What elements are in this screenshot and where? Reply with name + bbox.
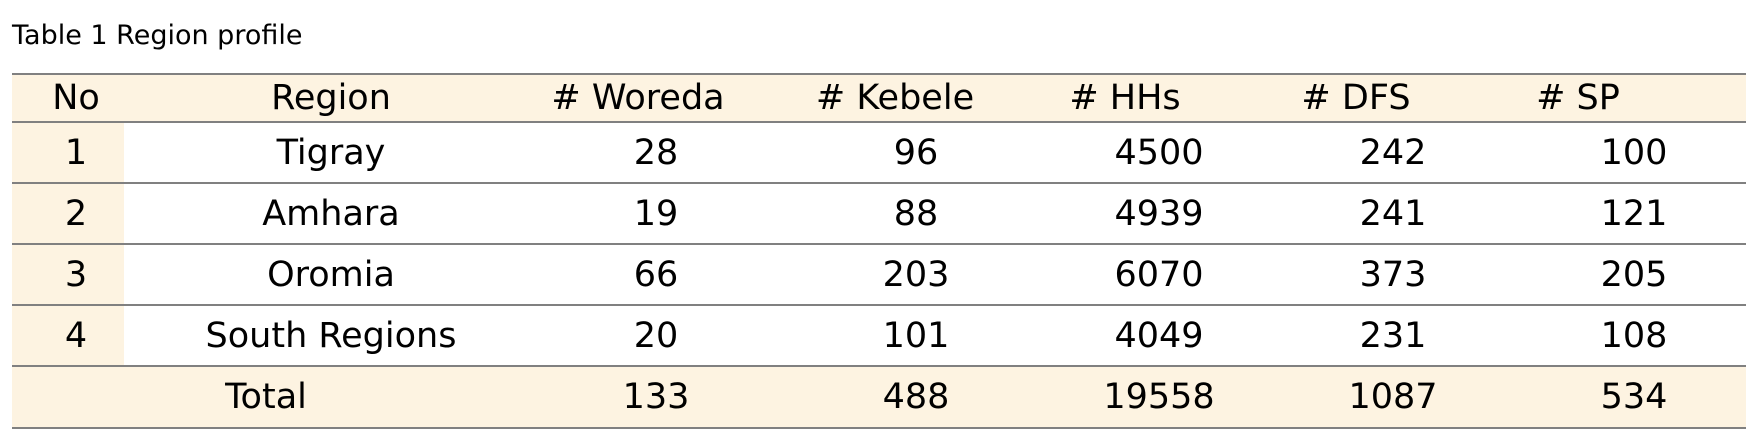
- cell-dfs: 241: [1359, 193, 1427, 234]
- region-profile-table: No Region # Woreda # Kebele # HHs # DFS …: [12, 73, 1746, 429]
- cell-kebele: 96: [893, 132, 939, 173]
- cell-hhs: 6070: [1114, 254, 1204, 295]
- cell-no: 4: [64, 315, 88, 356]
- total-row: Total 133 488 19558 1087 534: [12, 367, 1746, 429]
- total-dfs: 1087: [1348, 377, 1438, 417]
- no-column-shading: [12, 184, 124, 243]
- table-row: 3 Oromia 66 203 6070 373 205: [12, 245, 1746, 306]
- table-row: 1 Tigray 28 96 4500 242 100: [12, 123, 1746, 184]
- cell-kebele: 88: [893, 193, 939, 234]
- header-no: No: [52, 78, 100, 118]
- cell-sp: 100: [1600, 132, 1668, 173]
- header-woreda: # Woreda: [551, 78, 725, 118]
- cell-region: Amhara: [262, 193, 400, 234]
- header-dfs: # DFS: [1301, 78, 1411, 118]
- no-column-shading: [12, 123, 124, 182]
- cell-kebele: 203: [882, 254, 950, 295]
- cell-woreda: 66: [633, 254, 679, 295]
- header-sp: # SP: [1536, 78, 1620, 118]
- total-sp: 534: [1600, 377, 1668, 417]
- no-column-shading: [12, 245, 124, 304]
- cell-sp: 205: [1600, 254, 1668, 295]
- cell-woreda: 19: [633, 193, 679, 234]
- cell-dfs: 231: [1359, 315, 1427, 356]
- cell-woreda: 20: [633, 315, 679, 356]
- cell-woreda: 28: [633, 132, 679, 173]
- cell-hhs: 4939: [1114, 193, 1204, 234]
- total-kebele: 488: [882, 377, 950, 417]
- header-kebele: # Kebele: [815, 78, 975, 118]
- cell-no: 2: [64, 193, 88, 234]
- cell-sp: 121: [1600, 193, 1668, 234]
- cell-no: 1: [64, 132, 88, 173]
- cell-region: South Regions: [205, 315, 457, 356]
- table-row: 2 Amhara 19 88 4939 241 121: [12, 184, 1746, 245]
- header-row: No Region # Woreda # Kebele # HHs # DFS …: [12, 75, 1746, 123]
- header-region: Region: [271, 78, 391, 118]
- cell-kebele: 101: [882, 315, 950, 356]
- table-row: 4 South Regions 20 101 4049 231 108: [12, 306, 1746, 367]
- cell-hhs: 4500: [1114, 132, 1204, 173]
- total-woreda: 133: [622, 377, 690, 417]
- header-hhs: # HHs: [1069, 78, 1181, 118]
- cell-no: 3: [64, 254, 88, 295]
- table-caption: Table 1 Region profile: [12, 20, 303, 51]
- cell-sp: 108: [1600, 315, 1668, 356]
- cell-dfs: 242: [1359, 132, 1427, 173]
- cell-region: Oromia: [267, 254, 395, 295]
- cell-dfs: 373: [1359, 254, 1427, 295]
- no-column-shading: [12, 306, 124, 365]
- cell-hhs: 4049: [1114, 315, 1204, 356]
- total-hhs: 19558: [1103, 377, 1215, 417]
- total-label: Total: [225, 377, 307, 417]
- cell-region: Tigray: [276, 132, 386, 173]
